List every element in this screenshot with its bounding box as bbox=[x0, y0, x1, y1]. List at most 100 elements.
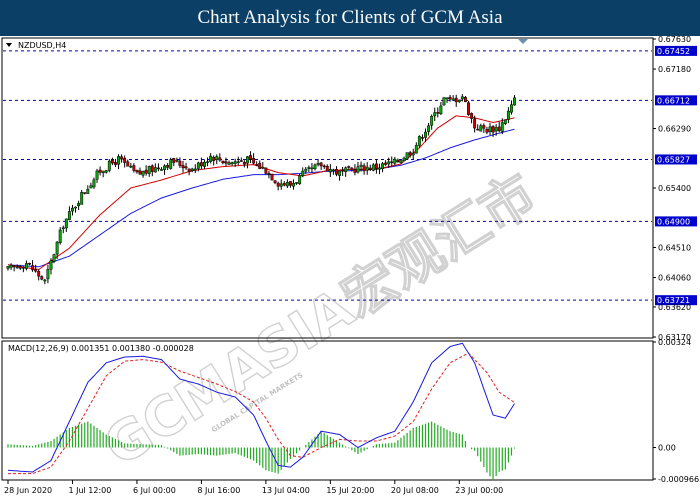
candle bbox=[282, 181, 286, 187]
macd-signal-line bbox=[8, 352, 515, 475]
candle bbox=[436, 107, 440, 118]
candle bbox=[52, 253, 56, 264]
level-label-bg bbox=[655, 216, 697, 227]
level-label-bg bbox=[655, 45, 697, 56]
candle bbox=[384, 160, 388, 166]
price-chart-title: NZDUSD,H4 bbox=[18, 41, 66, 50]
candle bbox=[421, 134, 424, 142]
candle bbox=[246, 156, 249, 169]
level-label: 0.63721 bbox=[657, 296, 690, 305]
candle bbox=[445, 97, 449, 103]
macd-tick-label: 0.00 bbox=[658, 444, 676, 453]
time-axis: 28 Jun 2020 1 Jul 12:00 6 Jul 00:00 8 Jul 1… bbox=[4, 480, 503, 495]
candle bbox=[310, 162, 314, 173]
watermark: GCMASIA宏观汇市 GLOBAL CAPITAL MARKETS bbox=[92, 161, 548, 479]
price-tick-label: 0.64060 bbox=[658, 274, 691, 283]
candle bbox=[98, 166, 102, 176]
candle bbox=[101, 170, 105, 178]
macd-panel-frame bbox=[1, 340, 654, 481]
candle bbox=[313, 163, 317, 171]
candle bbox=[129, 162, 133, 169]
watermark-text: GCMASIA宏观汇市 bbox=[93, 162, 547, 478]
moving-average-slow bbox=[7, 128, 515, 268]
candle bbox=[374, 159, 378, 174]
candle bbox=[138, 167, 142, 175]
candle bbox=[209, 153, 213, 164]
candle bbox=[270, 173, 274, 181]
macd-indicator-title: MACD(12,26,9) 0.001351 0.001380 -0.00002… bbox=[8, 344, 194, 353]
candle bbox=[497, 121, 501, 133]
candle bbox=[479, 123, 483, 132]
candle bbox=[221, 160, 225, 165]
candle bbox=[169, 157, 173, 170]
candle bbox=[433, 107, 437, 122]
candle bbox=[80, 189, 84, 205]
candle bbox=[316, 159, 320, 167]
price-tick-label: 0.67180 bbox=[658, 65, 691, 74]
candle bbox=[513, 95, 516, 106]
candle bbox=[46, 264, 50, 284]
candle bbox=[18, 264, 22, 270]
candle bbox=[77, 200, 81, 210]
candle bbox=[242, 160, 246, 168]
candle bbox=[500, 118, 504, 135]
candle bbox=[463, 95, 467, 103]
candle bbox=[71, 204, 74, 216]
candle bbox=[187, 168, 191, 176]
candle bbox=[233, 158, 237, 167]
candle bbox=[288, 181, 292, 188]
candle bbox=[378, 163, 381, 175]
candle bbox=[393, 156, 397, 166]
candle bbox=[12, 265, 16, 272]
symbol-dropdown-icon[interactable] bbox=[6, 43, 12, 47]
candle bbox=[442, 97, 446, 106]
candle bbox=[249, 151, 252, 164]
candle bbox=[160, 167, 163, 171]
candle bbox=[295, 182, 299, 185]
candle bbox=[347, 165, 351, 170]
candle bbox=[454, 94, 458, 107]
macd-tick-label: 0.00324 bbox=[658, 338, 691, 347]
candle bbox=[83, 192, 87, 195]
candle bbox=[193, 164, 197, 174]
candle bbox=[381, 162, 384, 173]
candle bbox=[181, 160, 185, 173]
candle bbox=[37, 269, 41, 281]
candle bbox=[141, 170, 145, 178]
candle bbox=[350, 166, 354, 172]
level-label: 0.65827 bbox=[657, 155, 690, 164]
candle bbox=[510, 100, 513, 115]
shift-marker-icon[interactable] bbox=[518, 39, 528, 44]
candle bbox=[132, 163, 136, 173]
price-panel: NZDUSD,H4 0.67452 0.66712 0.65827 0.64900 0.… bbox=[1, 36, 697, 342]
candle bbox=[353, 164, 357, 176]
candle bbox=[427, 122, 431, 136]
price-tick-label: 0.63170 bbox=[658, 333, 691, 342]
candle bbox=[411, 148, 415, 160]
candle bbox=[86, 185, 90, 194]
candle bbox=[424, 128, 427, 142]
candle bbox=[258, 160, 262, 170]
candle bbox=[215, 154, 219, 165]
candle bbox=[92, 177, 96, 189]
candle bbox=[239, 157, 243, 162]
candle bbox=[430, 114, 434, 130]
candle bbox=[135, 169, 139, 174]
time-tick-label: 8 Jul 16:00 bbox=[197, 486, 240, 495]
candle bbox=[362, 163, 366, 175]
candle bbox=[485, 126, 489, 135]
candle bbox=[304, 167, 308, 174]
candle bbox=[67, 206, 71, 221]
candle bbox=[494, 124, 498, 136]
candle bbox=[365, 162, 369, 175]
candle bbox=[163, 164, 167, 175]
candle bbox=[470, 112, 474, 124]
candle bbox=[457, 99, 461, 104]
candle bbox=[21, 266, 25, 273]
candle bbox=[123, 155, 127, 168]
candle bbox=[408, 151, 412, 158]
candle bbox=[414, 142, 418, 154]
candle bbox=[467, 100, 470, 116]
candle bbox=[15, 264, 19, 269]
time-tick-label: 6 Jul 00:00 bbox=[133, 486, 176, 495]
